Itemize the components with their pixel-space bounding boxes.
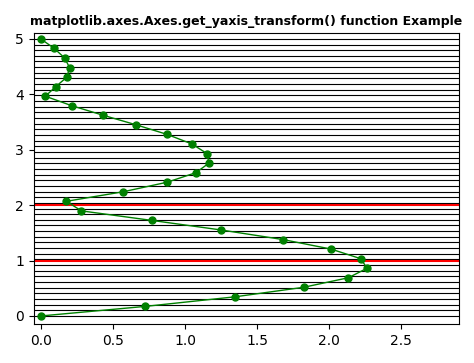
Title: matplotlib.axes.Axes.get_yaxis_transform() function Example: matplotlib.axes.Axes.get_yaxis_transform… bbox=[30, 15, 463, 28]
